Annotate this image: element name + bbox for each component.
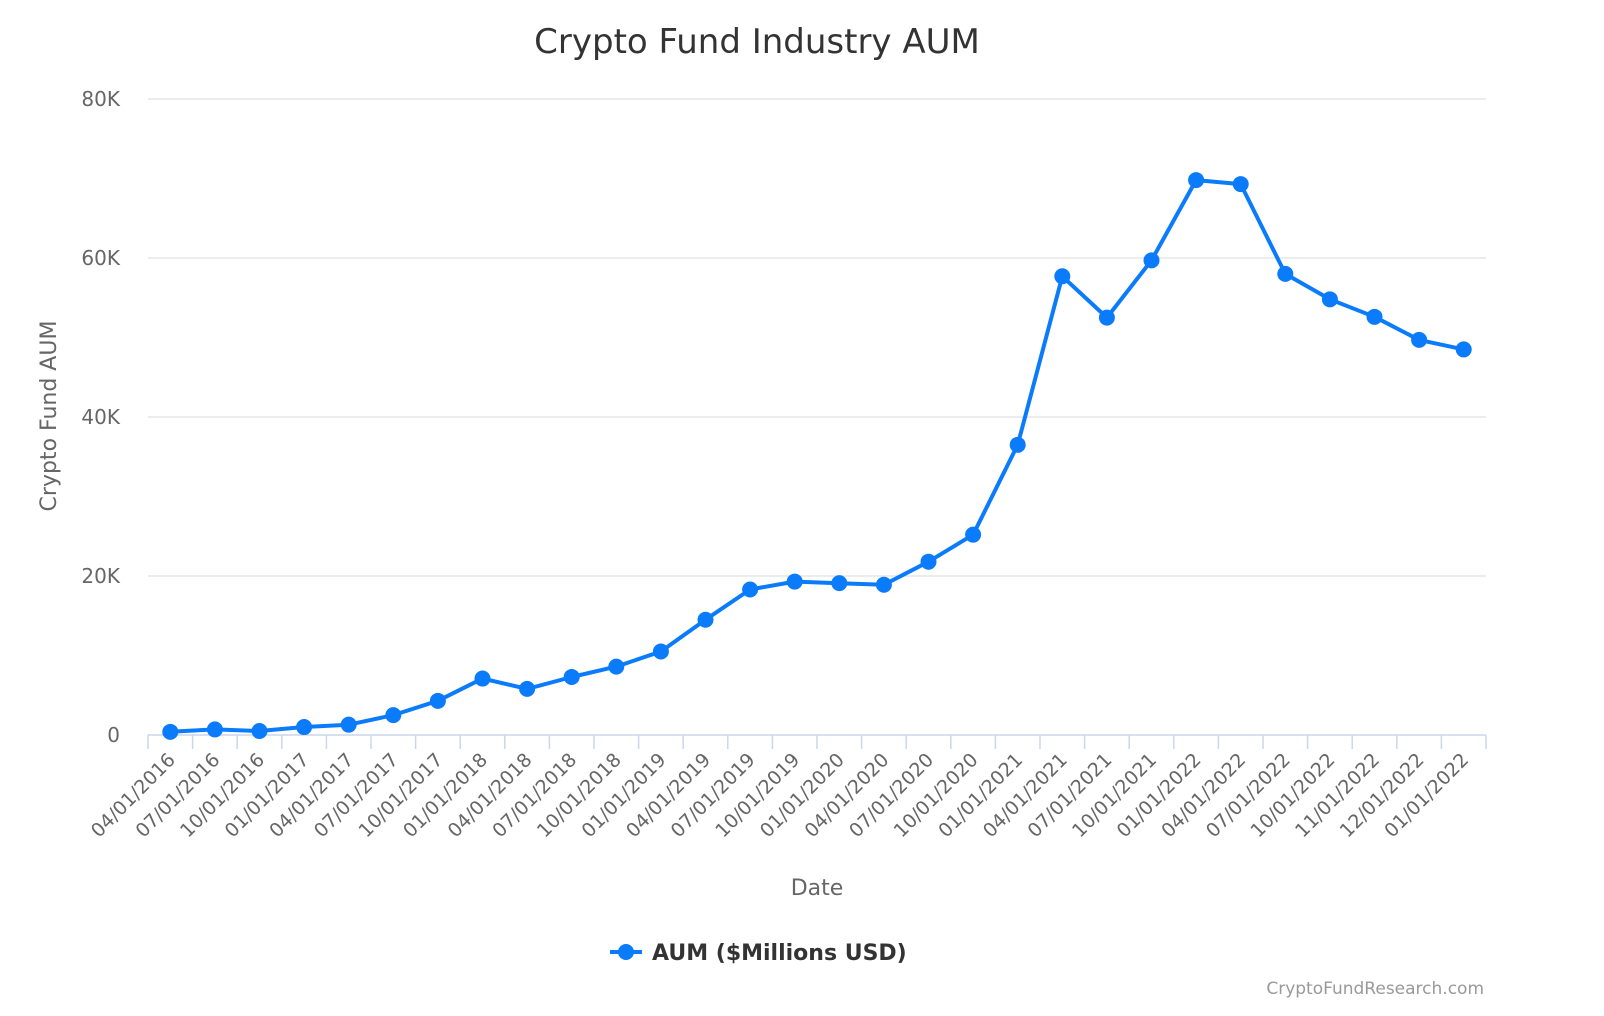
data-point[interactable]: [474, 670, 491, 687]
data-point[interactable]: [1232, 176, 1249, 193]
data-point[interactable]: [1188, 172, 1205, 189]
data-point[interactable]: [1321, 291, 1338, 308]
data-point[interactable]: [920, 553, 937, 570]
data-point[interactable]: [875, 576, 892, 593]
data-point[interactable]: [385, 707, 402, 724]
data-point[interactable]: [742, 581, 759, 598]
y-axis-ticks: 0 20K 40K 60K 80K: [81, 87, 120, 747]
x-axis-ticks: 04/01/201607/01/201610/01/201601/01/2017…: [87, 735, 1487, 842]
data-point[interactable]: [162, 723, 179, 740]
data-point[interactable]: [965, 526, 982, 543]
credit-link[interactable]: CryptoFundResearch.com: [1266, 979, 1484, 999]
data-point[interactable]: [206, 721, 223, 738]
data-point[interactable]: [251, 723, 268, 740]
series-line: [168, 178, 1466, 734]
data-point[interactable]: [652, 643, 669, 660]
data-point[interactable]: [786, 573, 803, 590]
data-point[interactable]: [697, 611, 714, 628]
data-point[interactable]: [1366, 308, 1383, 325]
data-point[interactable]: [1098, 309, 1115, 326]
data-point[interactable]: [563, 668, 580, 685]
legend[interactable]: AUM ($Millions USD): [610, 941, 907, 966]
data-point[interactable]: [1277, 265, 1294, 282]
data-point[interactable]: [296, 719, 313, 736]
legend-label: AUM ($Millions USD): [652, 941, 907, 966]
y-tick-label: 80K: [81, 87, 120, 111]
legend-dot-marker: [618, 944, 634, 960]
gridlines: [148, 98, 1486, 577]
data-point[interactable]: [1054, 268, 1071, 285]
data-point[interactable]: [1143, 252, 1160, 269]
data-point[interactable]: [429, 692, 446, 709]
data-point[interactable]: [1411, 331, 1428, 348]
x-axis-title: Date: [791, 876, 844, 901]
series-aum: [162, 172, 1472, 740]
data-point[interactable]: [1009, 436, 1026, 453]
data-point[interactable]: [831, 575, 848, 592]
y-tick-label: 60K: [81, 246, 120, 270]
y-tick-label: 40K: [81, 405, 120, 429]
data-point[interactable]: [340, 716, 357, 733]
y-axis-title: Crypto Fund AUM: [37, 321, 62, 512]
chart-title: Crypto Fund Industry AUM: [534, 22, 980, 62]
data-point[interactable]: [519, 680, 536, 697]
data-point[interactable]: [608, 658, 625, 675]
y-tick-label: 20K: [81, 564, 120, 588]
y-tick-label: 0: [107, 723, 120, 747]
data-point[interactable]: [1455, 341, 1472, 358]
